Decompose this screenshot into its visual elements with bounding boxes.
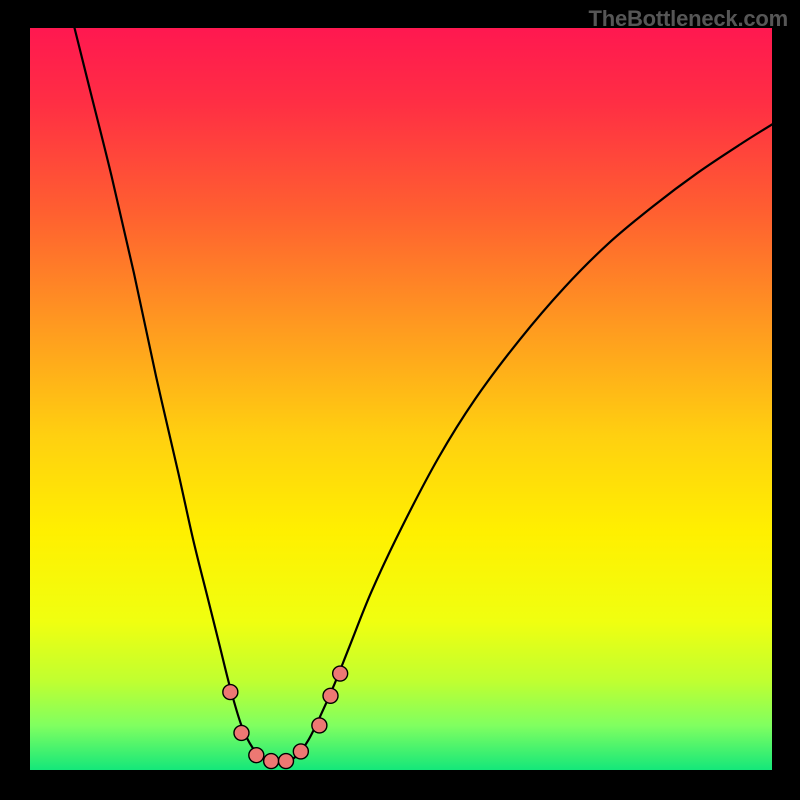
data-marker <box>323 688 338 703</box>
data-marker <box>278 754 293 769</box>
data-marker <box>249 748 264 763</box>
data-marker <box>234 725 249 740</box>
data-marker <box>223 685 238 700</box>
chart-background-gradient <box>30 28 772 770</box>
data-marker <box>264 754 279 769</box>
source-watermark: TheBottleneck.com <box>588 6 788 32</box>
chart-viewport: { "source_watermark": { "text": "TheBott… <box>0 0 800 800</box>
data-marker <box>293 744 308 759</box>
data-marker <box>333 666 348 681</box>
chart-plot-area <box>30 28 772 770</box>
data-marker <box>312 718 327 733</box>
